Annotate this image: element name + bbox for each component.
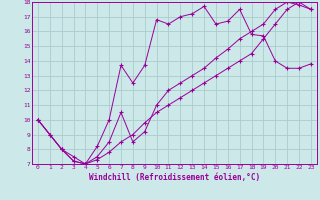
X-axis label: Windchill (Refroidissement éolien,°C): Windchill (Refroidissement éolien,°C) [89, 173, 260, 182]
